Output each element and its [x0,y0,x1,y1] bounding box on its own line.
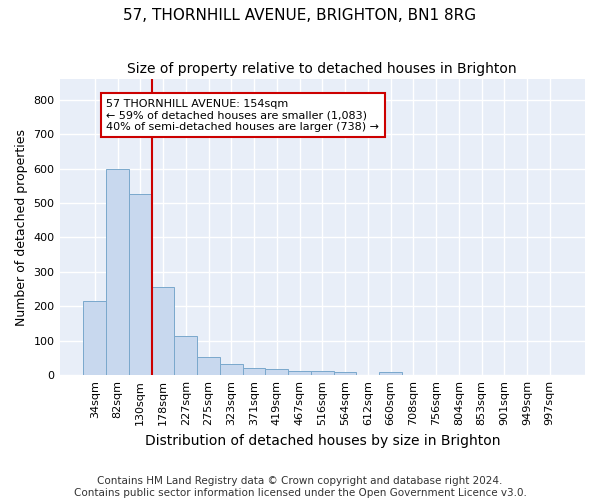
Bar [175,336,197,375]
X-axis label: Distribution of detached houses by size in Brighton: Distribution of detached houses by size … [145,434,500,448]
Text: 57, THORNHILL AVENUE, BRIGHTON, BN1 8RG: 57, THORNHILL AVENUE, BRIGHTON, BN1 8RG [124,8,476,22]
Text: 57 THORNHILL AVENUE: 154sqm
← 59% of detached houses are smaller (1,083)
40% of : 57 THORNHILL AVENUE: 154sqm ← 59% of det… [106,98,379,132]
Bar [197,358,220,375]
Bar [242,368,265,375]
Bar [83,301,106,375]
Bar [311,371,334,375]
Bar [265,369,288,375]
Bar [129,194,152,375]
Bar [288,370,311,375]
Y-axis label: Number of detached properties: Number of detached properties [15,128,28,326]
Bar [106,168,129,375]
Text: Contains HM Land Registry data © Crown copyright and database right 2024.
Contai: Contains HM Land Registry data © Crown c… [74,476,526,498]
Bar [220,364,242,375]
Bar [334,372,356,375]
Bar [379,372,402,375]
Title: Size of property relative to detached houses in Brighton: Size of property relative to detached ho… [127,62,517,76]
Bar [152,288,175,375]
